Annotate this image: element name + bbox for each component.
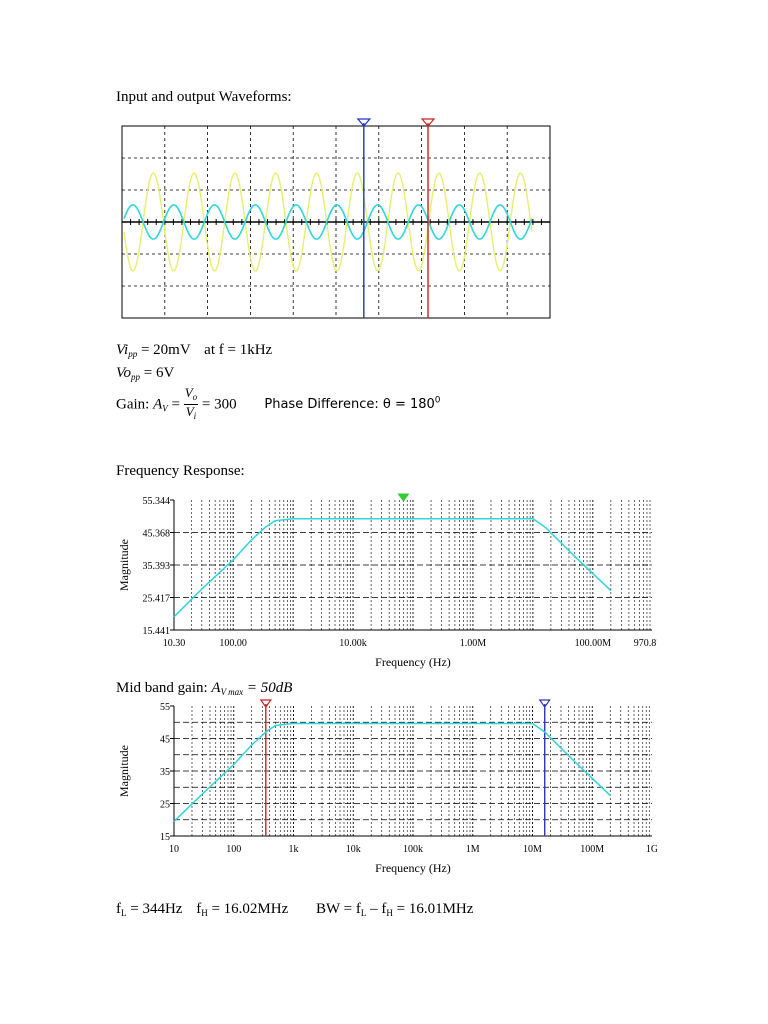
midband-symbol: A <box>211 680 221 696</box>
y-tick-label: 45.368 <box>143 529 171 540</box>
x-tick-label: 1G <box>646 844 657 855</box>
y-tick-label: 15.441 <box>143 626 171 637</box>
x-tick-label: 10.00k <box>339 638 367 649</box>
bandwidth-line: fL = 344Hz fH = 16.02MHz BW = fL – fH = … <box>116 900 473 922</box>
x-axis-label: Frequency (Hz) <box>375 861 451 875</box>
waveforms-heading: Input and output Waveforms: <box>116 89 292 105</box>
x-tick-label: 100k <box>403 844 423 855</box>
fl-value: fL = 344Hz <box>116 901 183 918</box>
vo-value: = 6V <box>143 365 175 381</box>
vi-symbol: Vi <box>116 342 129 358</box>
bw-value: BW = fL – fH = 16.01MHz <box>316 901 474 918</box>
bode-plot-2: 15 25 35 45 55 10 100 1k 10k 100k 1M 10M 100M 1G Frequ… <box>117 699 657 875</box>
y-tick-label: 35.393 <box>143 561 171 572</box>
y-tick-label: 55.344 <box>143 496 171 507</box>
fh-value: fH = 16.02MHz <box>196 901 289 918</box>
gain-numerator: Vo <box>183 386 199 406</box>
midband-label: Mid band gain: <box>116 680 212 696</box>
y-tick-label: 55 <box>160 702 170 713</box>
magnitude-curve <box>173 517 612 618</box>
vi-value: = 20mV <box>140 342 191 358</box>
vo-line: Vopp = 6V <box>116 364 174 386</box>
freq-response-heading: Frequency Response: <box>116 463 245 479</box>
midband-value: = 50 <box>243 680 276 696</box>
y-axis-label: Magnitude <box>117 745 131 797</box>
y-tick-label: 25.417 <box>143 593 171 604</box>
vi-frequency: at f = 1kHz <box>204 342 273 358</box>
x-tick-label: 100 <box>226 844 241 855</box>
x-tick-label: 10k <box>346 844 361 855</box>
gain-equals: = <box>171 396 180 413</box>
output-waveform <box>123 172 533 272</box>
x-axis-label: Frequency (Hz) <box>375 655 451 669</box>
gain-fraction: Vo Vi <box>183 386 199 423</box>
phase-difference: Phase Difference: θ = 1800 <box>264 396 441 413</box>
midband-unit: dB <box>275 680 293 696</box>
x-tick-label: 10.30 <box>163 638 186 649</box>
gain-line: Gain: AV = Vo Vi = 300 Phase Difference:… <box>116 386 441 423</box>
scope-cursor-marker <box>356 118 372 127</box>
y-axis-label: Magnitude <box>117 539 131 591</box>
x-tick-label: 100M <box>580 844 604 855</box>
x-tick-label: 1k <box>289 844 299 855</box>
x-tick-label: 10M <box>523 844 542 855</box>
x-tick-label: 100.00 <box>219 638 247 649</box>
freq-cursor-marker <box>259 699 272 709</box>
y-tick-label: 15 <box>160 832 170 843</box>
vi-line: Vipp = 20mV at f = 1kHz <box>116 341 272 363</box>
y-tick-label: 25 <box>160 800 170 811</box>
magnitude-curve <box>173 722 611 822</box>
y-tick-label: 45 <box>160 735 170 746</box>
midband-line: Mid band gain: AV max = 50dB <box>116 679 292 701</box>
x-tick-label: 970.87M <box>634 638 657 649</box>
x-tick-label: 10 <box>169 844 179 855</box>
vo-symbol: Vo <box>116 365 131 381</box>
gain-subscript: V <box>162 403 168 414</box>
gain-label: Gain: <box>116 396 154 413</box>
midband-subscript: V max <box>220 687 244 697</box>
freq-marker <box>397 493 410 502</box>
x-tick-label: 1M <box>466 844 480 855</box>
input-waveform <box>123 204 533 240</box>
scope-cursor-marker <box>420 118 436 127</box>
y-tick-label: 35 <box>160 767 170 778</box>
oscilloscope-plot <box>121 118 551 319</box>
gain-denominator: Vi <box>185 404 197 422</box>
gain-value: = 300 <box>201 396 237 413</box>
x-tick-label: 1.00M <box>460 638 487 649</box>
x-tick-label: 100.00M <box>575 638 612 649</box>
gain-symbol: A <box>153 396 163 413</box>
vi-subscript: pp <box>128 349 138 359</box>
freq-cursor-marker <box>538 699 551 709</box>
bode-plot-1: 15.441 25.417 35.393 45.368 55.344 10.30 100.0… <box>117 493 657 669</box>
vo-subscript: pp <box>131 372 140 382</box>
